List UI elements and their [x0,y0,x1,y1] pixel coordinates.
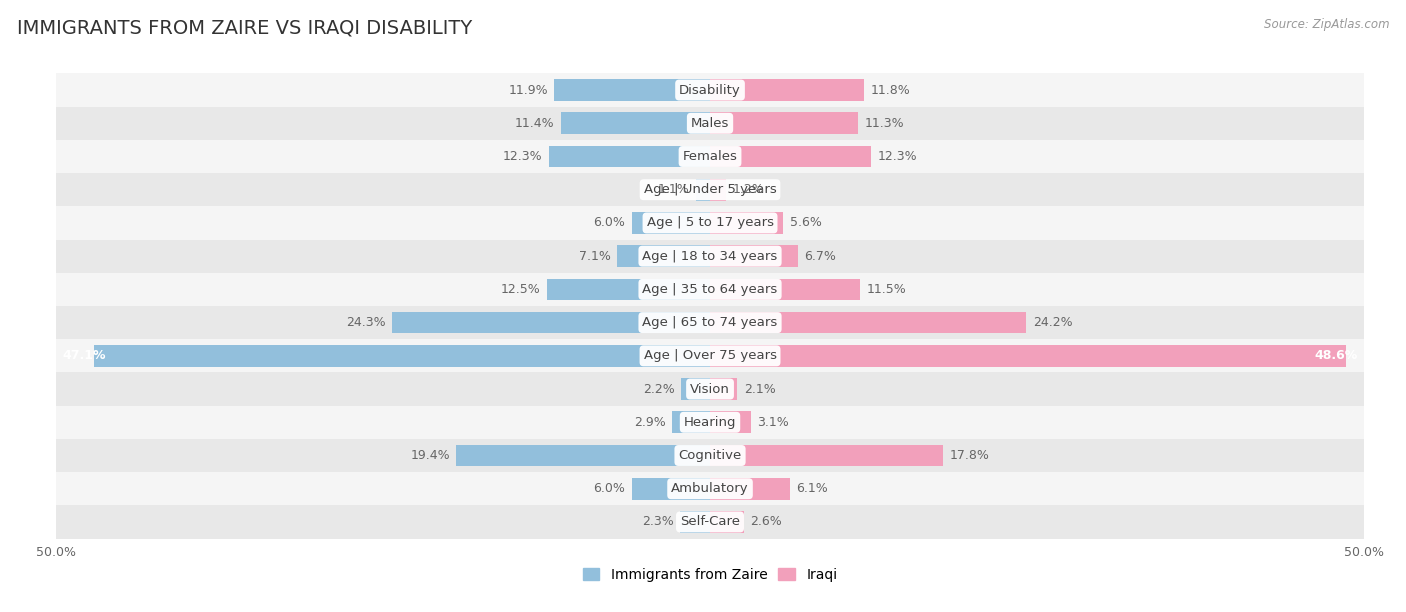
Bar [547,278,710,300]
Text: 5.6%: 5.6% [790,217,821,230]
Bar [710,511,744,532]
Text: 6.0%: 6.0% [593,217,626,230]
Bar [392,312,710,334]
Bar [56,206,1364,239]
Text: 24.2%: 24.2% [1033,316,1073,329]
Bar [710,212,783,234]
Text: 2.3%: 2.3% [641,515,673,528]
Text: Males: Males [690,117,730,130]
Bar [56,439,1364,472]
Bar [56,373,1364,406]
Text: Age | 5 to 17 years: Age | 5 to 17 years [647,217,773,230]
Bar [631,212,710,234]
Bar [457,445,710,466]
Text: Source: ZipAtlas.com: Source: ZipAtlas.com [1264,18,1389,31]
Text: Age | 18 to 34 years: Age | 18 to 34 years [643,250,778,263]
Text: 2.1%: 2.1% [744,382,776,395]
Bar [710,411,751,433]
Bar [710,478,790,499]
Bar [56,339,1364,373]
Bar [56,472,1364,506]
Text: 11.9%: 11.9% [508,84,548,97]
Bar [56,506,1364,539]
Bar [696,179,710,201]
Bar [631,478,710,499]
Text: Age | Under 5 years: Age | Under 5 years [644,183,776,196]
Text: Age | Over 75 years: Age | Over 75 years [644,349,776,362]
Text: IMMIGRANTS FROM ZAIRE VS IRAQI DISABILITY: IMMIGRANTS FROM ZAIRE VS IRAQI DISABILIT… [17,18,472,37]
Bar [56,140,1364,173]
Bar [56,406,1364,439]
Bar [56,273,1364,306]
Text: 6.7%: 6.7% [804,250,837,263]
Bar [710,113,858,134]
Text: 24.3%: 24.3% [346,316,385,329]
Text: 2.6%: 2.6% [751,515,782,528]
Bar [561,113,710,134]
Bar [710,80,865,101]
Text: 1.2%: 1.2% [733,183,763,196]
Bar [550,146,710,167]
Text: 3.1%: 3.1% [756,416,789,429]
Text: 17.8%: 17.8% [949,449,990,462]
Text: 19.4%: 19.4% [411,449,450,462]
Bar [672,411,710,433]
Text: 11.5%: 11.5% [868,283,907,296]
Text: Disability: Disability [679,84,741,97]
Bar [710,345,1346,367]
Text: 1.1%: 1.1% [658,183,689,196]
Text: 11.3%: 11.3% [865,117,904,130]
Bar [56,73,1364,106]
Bar [710,146,870,167]
Text: 12.3%: 12.3% [877,150,917,163]
Bar [94,345,710,367]
Text: 11.8%: 11.8% [870,84,911,97]
Bar [682,378,710,400]
Bar [710,278,860,300]
Text: 11.4%: 11.4% [515,117,554,130]
Bar [554,80,710,101]
Bar [710,179,725,201]
Text: Age | 35 to 64 years: Age | 35 to 64 years [643,283,778,296]
Bar [681,511,710,532]
Legend: Immigrants from Zaire, Iraqi: Immigrants from Zaire, Iraqi [578,562,842,588]
Text: Ambulatory: Ambulatory [671,482,749,495]
Text: Age | 65 to 74 years: Age | 65 to 74 years [643,316,778,329]
Text: Cognitive: Cognitive [679,449,741,462]
Text: Self-Care: Self-Care [681,515,740,528]
Text: 6.0%: 6.0% [593,482,626,495]
Bar [56,306,1364,339]
Text: 12.5%: 12.5% [501,283,540,296]
Bar [56,106,1364,140]
Bar [710,445,943,466]
Bar [710,378,738,400]
Text: Hearing: Hearing [683,416,737,429]
Text: 2.9%: 2.9% [634,416,665,429]
Text: 47.1%: 47.1% [63,349,107,362]
Text: 6.1%: 6.1% [796,482,828,495]
Bar [710,245,797,267]
Bar [56,239,1364,273]
Text: 7.1%: 7.1% [579,250,610,263]
Text: Vision: Vision [690,382,730,395]
Text: Females: Females [682,150,738,163]
Bar [617,245,710,267]
Bar [56,173,1364,206]
Text: 2.2%: 2.2% [643,382,675,395]
Text: 12.3%: 12.3% [503,150,543,163]
Bar [710,312,1026,334]
Text: 48.6%: 48.6% [1315,349,1357,362]
